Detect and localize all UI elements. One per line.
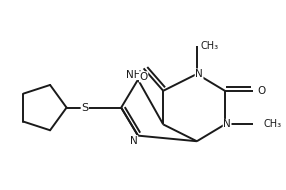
Text: O: O [140,72,148,82]
Text: CH₃: CH₃ [263,120,282,129]
Text: S: S [81,103,88,113]
Text: O: O [258,86,266,96]
Text: CH₃: CH₃ [200,41,218,51]
Text: N: N [195,69,203,79]
Text: NH: NH [126,70,142,80]
Text: N: N [223,120,231,129]
Text: N: N [130,136,138,146]
